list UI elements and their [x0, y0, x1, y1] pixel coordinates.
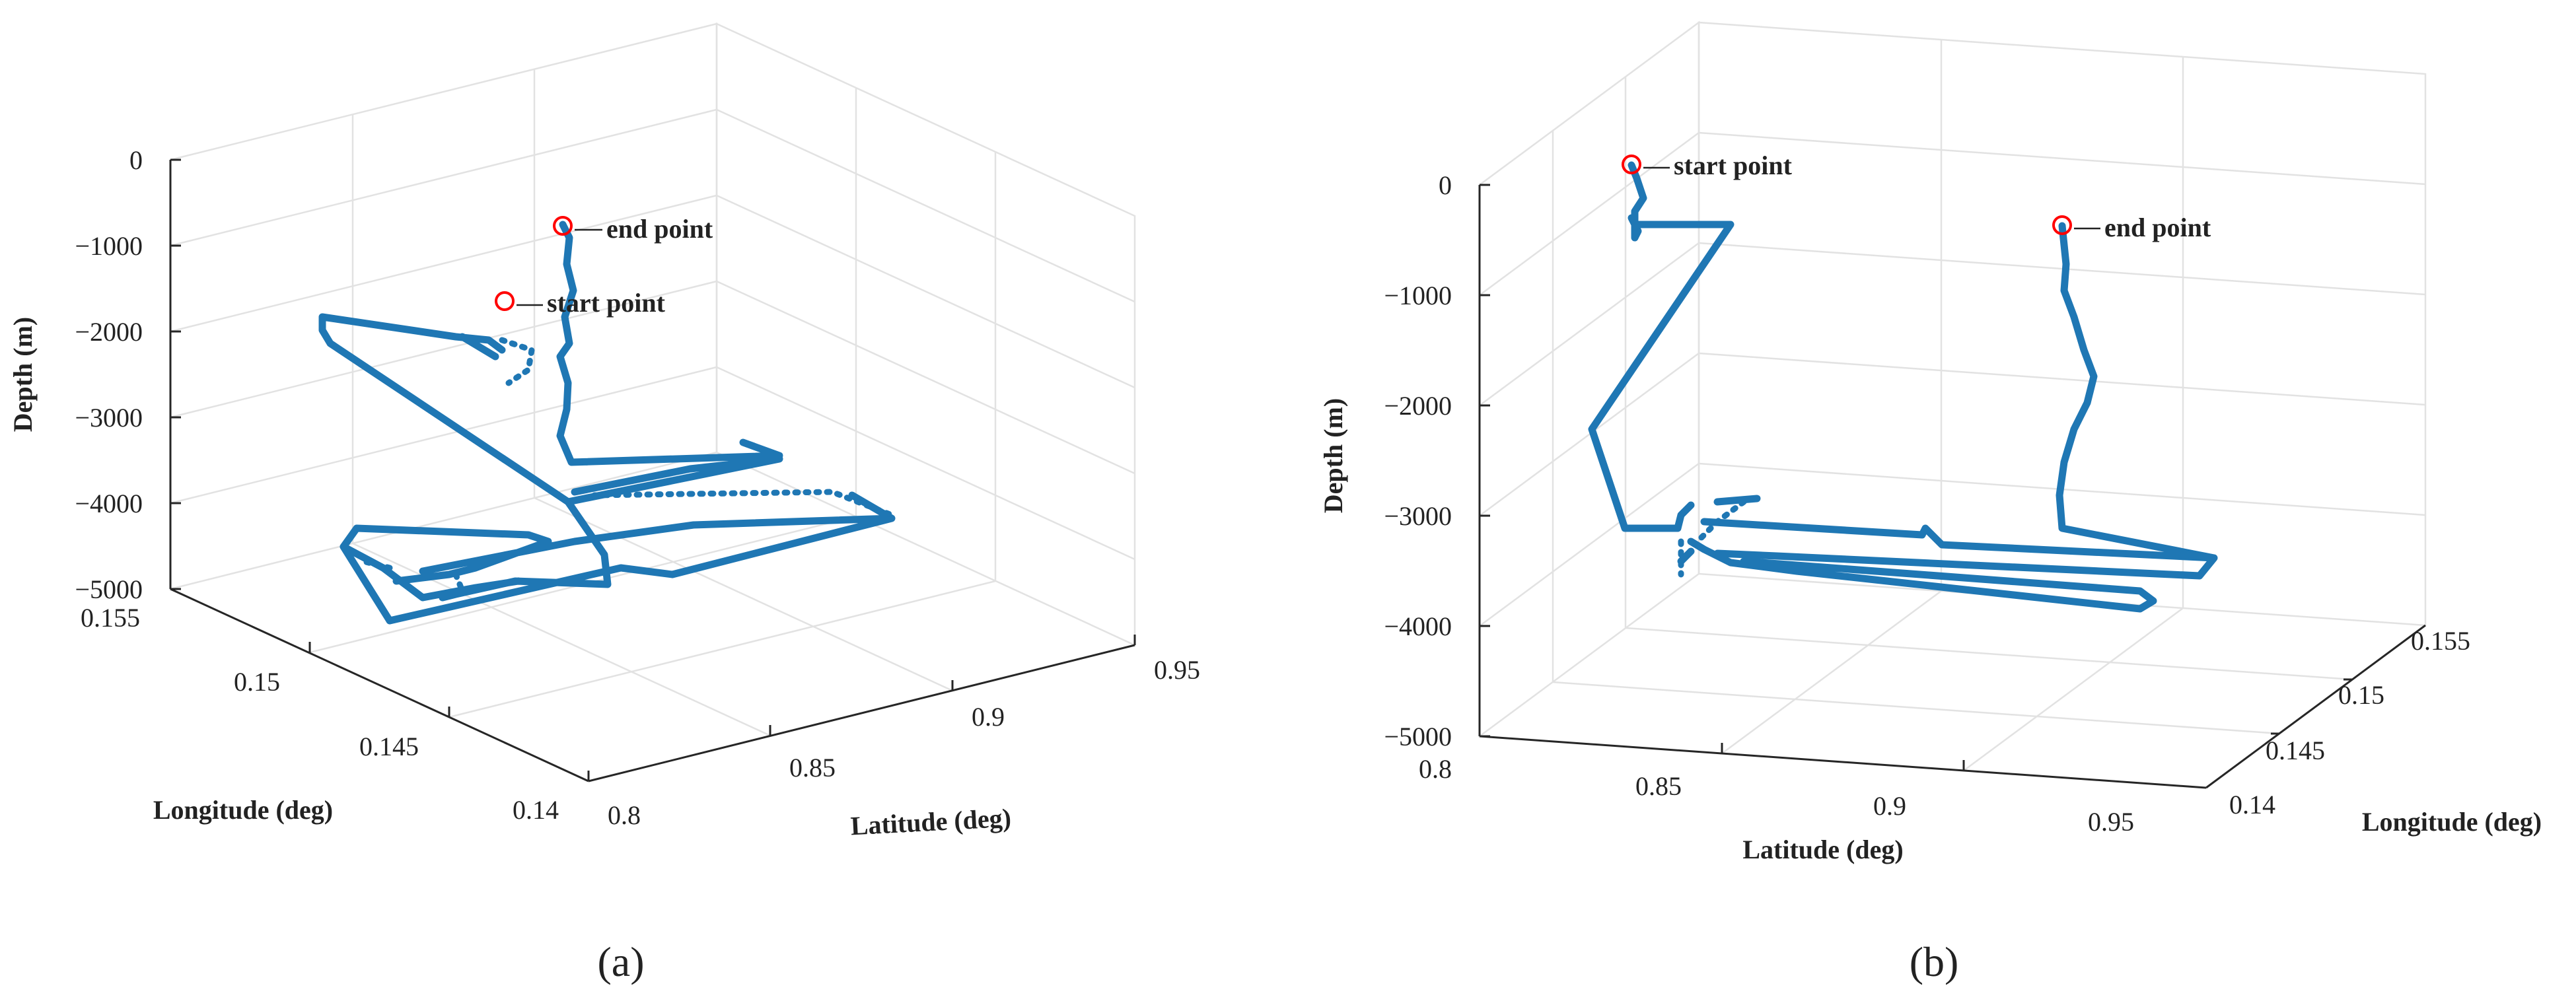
a-ztick-4: −4000: [75, 489, 143, 518]
b-ztick-3: −3000: [1384, 501, 1452, 531]
b-ztick-4: −4000: [1384, 611, 1452, 641]
a-end-point: end point: [553, 214, 713, 244]
a-end-marker: [553, 216, 573, 236]
b-zlabel: Depth (m): [1318, 398, 1348, 513]
panel-a-ticks: 0 −1000 −2000 −3000 −4000 −5000 0.8 0.85…: [75, 145, 1200, 830]
a-trajectory: [318, 221, 896, 625]
b-ylabel: Longitude (deg): [2362, 807, 2542, 837]
a-ztick-0: 0: [129, 145, 143, 175]
panel-a-axes: [169, 158, 1136, 782]
a-xtick-3: 0.95: [1154, 655, 1200, 685]
b-start-marker: [1622, 155, 1641, 174]
b-start-label: start point: [1674, 151, 1793, 180]
panel-b-grid: [1478, 20, 2427, 772]
panel-a-grid: [169, 22, 1136, 737]
b-end-marker: [2052, 215, 2072, 235]
panel-a: 0 −1000 −2000 −3000 −4000 −5000 0.8 0.85…: [8, 22, 1200, 985]
b-caption: (b): [1910, 938, 1959, 985]
a-start-point: start point: [495, 288, 666, 318]
b-ztick-1: −1000: [1384, 281, 1452, 310]
b-ztick-2: −2000: [1384, 391, 1452, 421]
panel-b-ticks: 0 −1000 −2000 −3000 −4000 −5000 0.8 0.85…: [1384, 170, 2470, 837]
b-ytick-2: 0.15: [2338, 680, 2384, 710]
b-end-point: end point: [2052, 213, 2211, 242]
b-xtick-1: 0.85: [1635, 771, 1682, 801]
b-end-label: end point: [2104, 213, 2211, 242]
a-trajectory-group: [318, 221, 896, 625]
a-trajectory-dots: [360, 337, 895, 594]
a-ytick-2: 0.15: [234, 667, 280, 697]
a-xlabel: Latitude (deg): [850, 803, 1012, 841]
a-xtick-0: 0.8: [608, 800, 641, 830]
a-caption: (a): [597, 938, 644, 985]
a-start-label: start point: [547, 288, 666, 318]
b-start-point: start point: [1622, 151, 1793, 180]
a-ztick-3: −3000: [75, 403, 143, 433]
a-ytick-1: 0.145: [359, 732, 419, 761]
a-xtick-1: 0.85: [789, 753, 836, 782]
a-ylabel: Longitude (deg): [153, 795, 333, 825]
a-ztick-5: −5000: [75, 574, 143, 604]
b-trajectory-dots: [1678, 499, 1747, 578]
b-xtick-0: 0.8: [1419, 754, 1452, 784]
b-trajectory: [1588, 161, 2218, 613]
b-ytick-0: 0.14: [2229, 790, 2275, 819]
b-xtick-2: 0.9: [1873, 791, 1906, 821]
b-trajectory-group: [1588, 161, 2218, 613]
b-ytick-3: 0.155: [2411, 626, 2470, 656]
panel-b-axes: [1478, 184, 2426, 789]
a-zlabel: Depth (m): [8, 317, 38, 432]
panel-b: 0 −1000 −2000 −3000 −4000 −5000 0.8 0.85…: [1318, 20, 2542, 985]
a-start-marker: [495, 291, 515, 311]
a-xtick-2: 0.9: [972, 702, 1005, 732]
a-ytick-3: 0.155: [81, 603, 140, 633]
a-ytick-0: 0.14: [513, 795, 559, 825]
b-ztick-0: 0: [1439, 170, 1452, 200]
a-ztick-1: −1000: [75, 231, 143, 261]
b-xtick-3: 0.95: [2088, 807, 2134, 837]
b-ytick-1: 0.145: [2266, 736, 2325, 765]
a-end-label: end point: [606, 214, 713, 244]
b-ztick-5: −5000: [1384, 722, 1452, 751]
a-ztick-2: −2000: [75, 317, 143, 347]
b-xlabel: Latitude (deg): [1742, 835, 1903, 864]
